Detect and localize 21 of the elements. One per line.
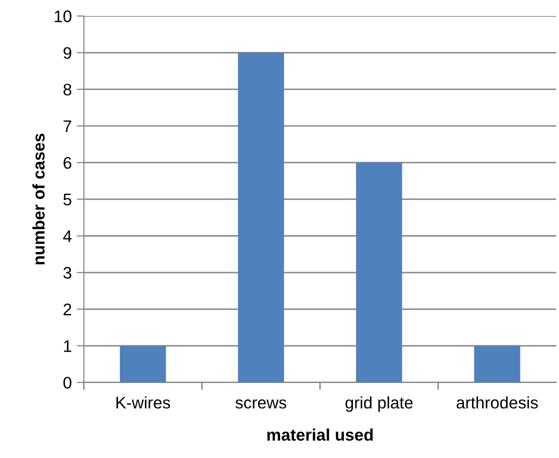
y-tick-label: 10 [54, 10, 72, 22]
bar [356, 162, 402, 382]
y-tick-label: 6 [64, 156, 72, 169]
y-tick-label: 1 [64, 340, 72, 352]
x-tick-label: K-wires [116, 396, 170, 409]
bar [238, 52, 284, 382]
y-tick-label: 0 [63, 376, 72, 389]
y-tick-label: 3 [63, 266, 72, 279]
y-axis-title: number of cases [32, 134, 45, 264]
y-tick-label: 4 [63, 230, 72, 242]
bar [474, 346, 520, 382]
y-tick-label: 2 [64, 304, 72, 316]
y-tick-label: 9 [64, 47, 72, 59]
bar [120, 346, 166, 382]
y-tick-label: 8 [64, 84, 72, 96]
x-tick-label: grid plate [345, 396, 413, 412]
x-tick-label: screws [236, 399, 286, 409]
y-tick-label: 7 [64, 120, 72, 132]
x-tick-label: arthrodesis [456, 396, 538, 409]
y-tick-label: 5 [63, 194, 72, 206]
x-axis-title: material used [267, 428, 373, 441]
